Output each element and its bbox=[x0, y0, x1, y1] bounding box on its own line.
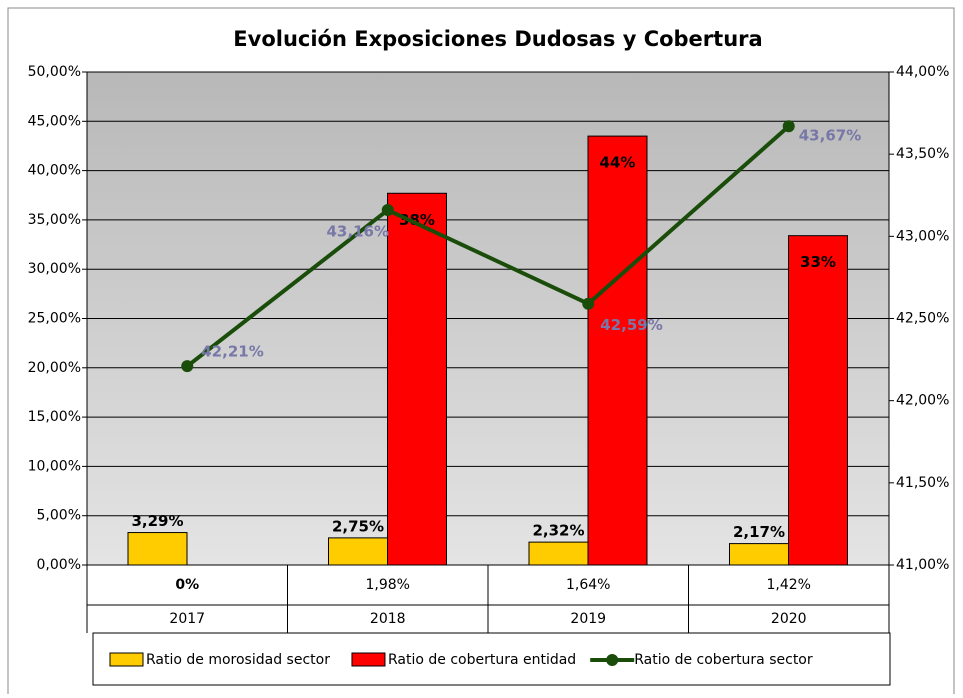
table-cell: 1,98% bbox=[366, 577, 410, 593]
data-label: 44% bbox=[600, 154, 636, 172]
line-point bbox=[782, 120, 795, 133]
data-label: 2,75% bbox=[332, 517, 384, 535]
y-tick-label: 50,00% bbox=[28, 64, 81, 80]
y-tick-label: 20,00% bbox=[28, 360, 81, 376]
y-tick-label: 0,00% bbox=[37, 557, 81, 573]
bar bbox=[788, 235, 848, 566]
y2-tick-label: 43,00% bbox=[896, 228, 949, 244]
data-label: 3,29% bbox=[131, 512, 183, 530]
y2-tick-label: 44,00% bbox=[896, 64, 949, 80]
table-cell: 1,64% bbox=[566, 577, 610, 593]
data-label: 43,16% bbox=[327, 223, 389, 241]
bar bbox=[127, 532, 188, 566]
y-tick-label: 40,00% bbox=[28, 163, 81, 179]
y2-tick-label: 41,00% bbox=[896, 557, 949, 573]
y2-tick-label: 41,50% bbox=[896, 475, 949, 491]
legend-box bbox=[92, 632, 891, 686]
y-tick-label: 45,00% bbox=[28, 113, 81, 129]
y-tick-label: 30,00% bbox=[28, 261, 81, 277]
legend-swatch bbox=[109, 652, 144, 667]
x-tick-label: 2017 bbox=[169, 611, 205, 627]
data-label: 33% bbox=[800, 253, 836, 271]
bar bbox=[387, 192, 447, 566]
bar bbox=[587, 135, 648, 566]
line-point bbox=[582, 297, 595, 310]
x-tick-label: 2020 bbox=[771, 611, 807, 627]
data-label: 43,67% bbox=[799, 127, 861, 145]
legend-swatch bbox=[606, 654, 619, 666]
y-tick-label: 15,00% bbox=[28, 409, 81, 425]
data-label: 38% bbox=[399, 211, 435, 229]
x-tick-label: 2019 bbox=[570, 611, 606, 627]
data-label: 42,59% bbox=[600, 316, 662, 334]
y-tick-label: 10,00% bbox=[28, 458, 81, 474]
bar bbox=[528, 541, 589, 566]
bar bbox=[729, 543, 789, 566]
y-tick-label: 35,00% bbox=[28, 212, 81, 228]
x-tick-label: 2018 bbox=[370, 611, 406, 627]
line-point bbox=[381, 204, 394, 217]
table-cell: 0% bbox=[175, 577, 199, 593]
table-cell: 1,42% bbox=[767, 577, 811, 593]
data-label: 2,32% bbox=[532, 522, 584, 540]
bar bbox=[328, 537, 388, 566]
data-label: 2,17% bbox=[733, 523, 785, 541]
chart-title: Evolución Exposiciones Dudosas y Cobertu… bbox=[233, 27, 762, 51]
line bbox=[186, 124, 791, 368]
legend-label: Ratio de morosidad sector bbox=[146, 652, 330, 668]
y2-tick-label: 43,50% bbox=[896, 146, 949, 162]
legend-label: Ratio de cobertura sector bbox=[634, 652, 813, 668]
y-tick-label: 25,00% bbox=[28, 311, 81, 327]
legend-label: Ratio de cobertura entidad bbox=[388, 652, 576, 668]
y2-tick-label: 42,50% bbox=[896, 311, 949, 327]
line-point bbox=[181, 360, 194, 373]
y-tick-label: 5,00% bbox=[37, 508, 81, 524]
legend-swatch bbox=[351, 652, 386, 667]
data-label: 42,21% bbox=[201, 343, 263, 361]
y2-tick-label: 42,00% bbox=[896, 393, 949, 409]
